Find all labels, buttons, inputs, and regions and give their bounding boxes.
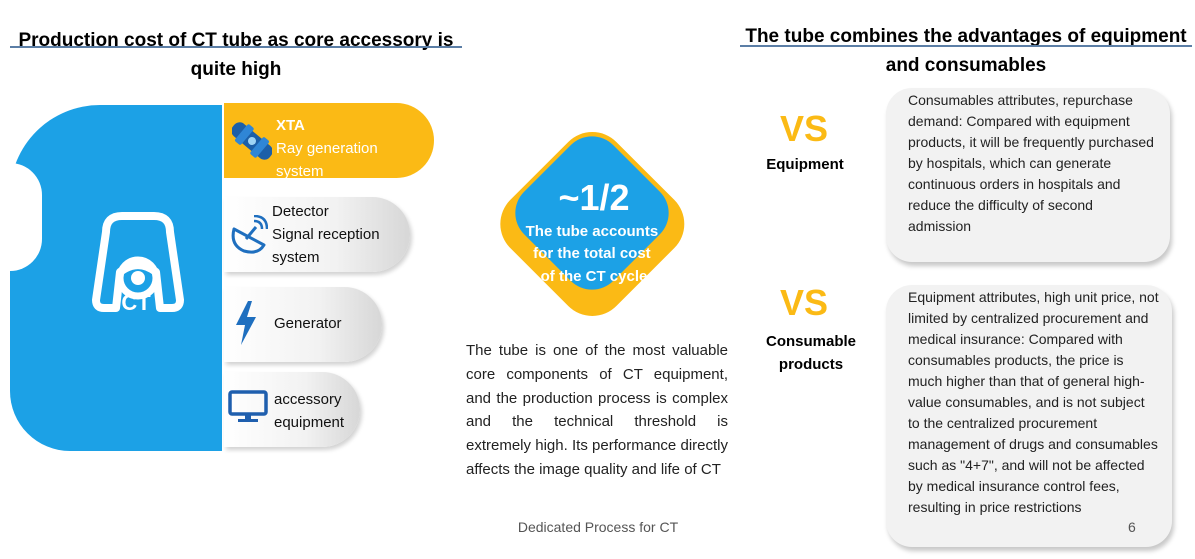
cost-ratio-diamond: ~1/2 The tube accounts for the total cos…	[500, 131, 685, 316]
ct-label: CT	[121, 290, 151, 315]
page-number: 6	[1128, 519, 1136, 535]
cost-ratio-caption: The tube accounts for the total cost of …	[526, 223, 663, 285]
component-name: accessory equipment	[274, 391, 345, 431]
component-name: XTA	[276, 117, 305, 134]
ct-panel-notch	[10, 163, 42, 271]
diamond-blue-front	[515, 136, 669, 290]
satellite-dish-icon	[231, 215, 268, 254]
component-accessory-equipment: accessory equipment	[224, 372, 360, 447]
component-xta: XTA Ray generation system	[224, 103, 434, 180]
right-panel-title: The tube combines the advantages of equi…	[745, 26, 1187, 76]
left-title-rule	[10, 46, 462, 48]
left-panel-title: Production cost of CT tube as core acces…	[18, 30, 454, 80]
comparison-label-equipment: Equipment	[766, 156, 844, 173]
component-description: Ray generation system	[276, 140, 378, 180]
vs-label-consumables: VS	[780, 282, 829, 323]
cost-ratio-value: ~1/2	[558, 177, 629, 218]
component-generator: Generator	[224, 287, 382, 362]
component-name: Generator	[274, 315, 342, 332]
comparison-label-consumables: Consumable products	[765, 333, 856, 373]
x-ray-tube-icon	[232, 122, 272, 160]
comparison-card-consumables: Equipment attributes, high unit price, n…	[886, 285, 1172, 547]
component-name: Detector	[272, 203, 329, 220]
footer-text: Dedicated Process for CT	[517, 519, 679, 535]
vs-label-equipment: VS	[780, 108, 829, 149]
monitor-icon	[228, 390, 268, 422]
component-detector: Detector Signal reception system	[224, 197, 410, 272]
lightning-bolt-icon	[236, 301, 256, 345]
tube-description: The tube is one of the most valuable cor…	[466, 342, 728, 478]
component-description: Signal reception system	[272, 226, 380, 266]
ct-scanner-icon	[92, 212, 184, 312]
right-title-rule	[740, 45, 1192, 47]
comparison-card-equipment: Consumables attributes, repurchase deman…	[886, 88, 1170, 262]
